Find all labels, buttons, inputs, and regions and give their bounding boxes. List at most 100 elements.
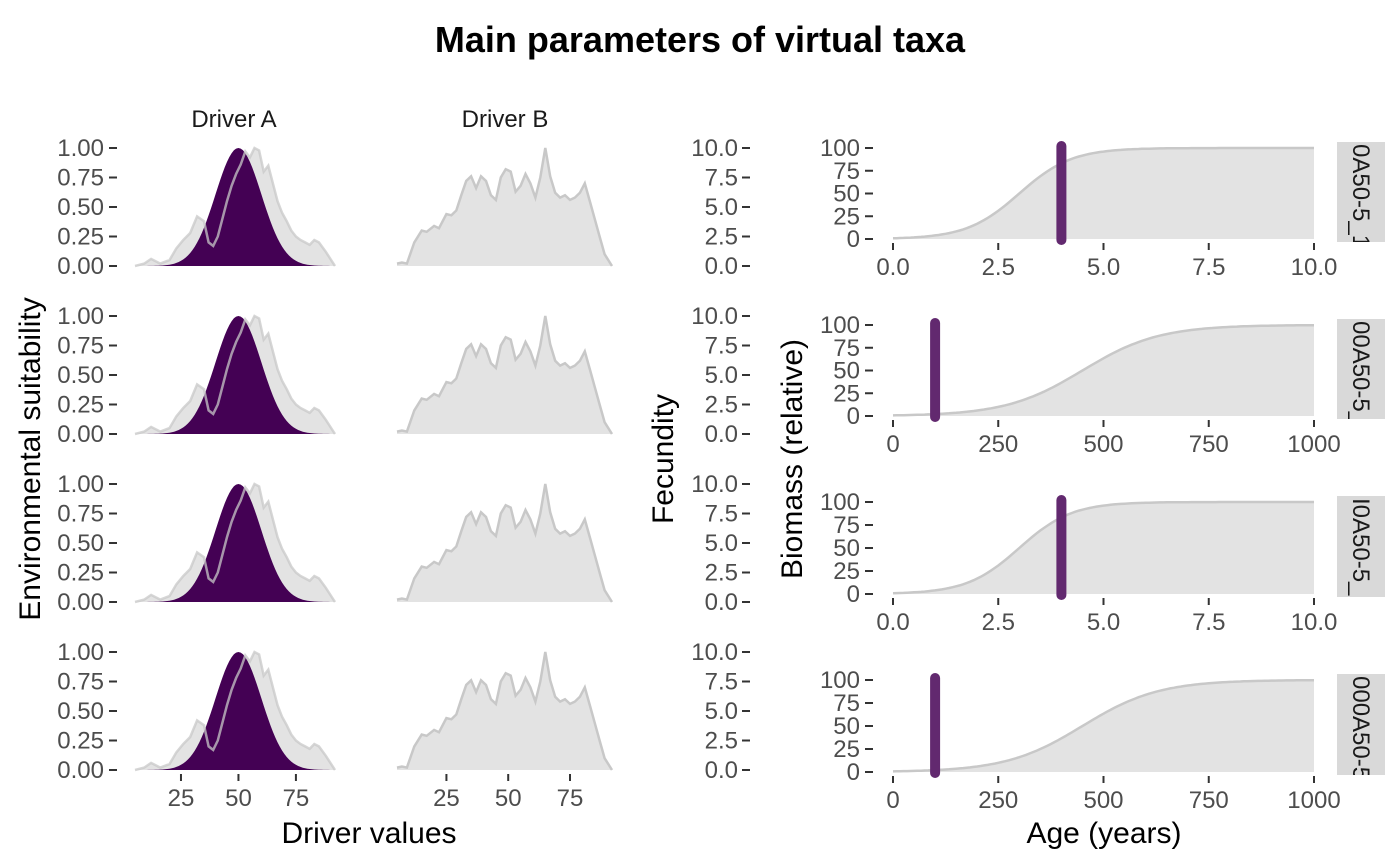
biomass-x-tick-label: 500 xyxy=(1083,431,1123,458)
biomass-x-tick-label: 750 xyxy=(1189,431,1229,458)
y-tick-label: 0.00 xyxy=(57,253,104,280)
row-3: 0.000.250.500.751.000.02.55.07.510.00255… xyxy=(57,471,1385,636)
driver-x-tick-label: 75 xyxy=(557,785,584,812)
biomass-curve xyxy=(892,146,1314,240)
biomass-y-tick-label: 75 xyxy=(833,335,860,362)
fecundity-tick-label: 2.5 xyxy=(705,392,738,419)
driver-b-density-area xyxy=(397,148,612,266)
driver-b-density-area xyxy=(397,484,612,602)
y-axis-label-biomass: Biomass (relative) xyxy=(776,339,809,579)
suitability-curve xyxy=(135,484,335,602)
y-tick-label: 0.50 xyxy=(57,194,104,221)
row-strip-background xyxy=(1337,674,1385,775)
chart-title: Main parameters of virtual taxa xyxy=(435,19,966,60)
fecundity-tick-label: 10.0 xyxy=(691,471,738,498)
fecundity-tick-label: 10.0 xyxy=(691,303,738,330)
row-4: 0.000.250.500.751.000.02.55.07.510.00255… xyxy=(57,639,1385,814)
y-tick-label: 0.00 xyxy=(57,757,104,784)
biomass-x-tick-label: 0 xyxy=(886,431,899,458)
fecundity-tick-label: 5.0 xyxy=(705,698,738,725)
y-tick-label: 1.00 xyxy=(57,639,104,666)
y-tick-label: 0.25 xyxy=(57,224,104,251)
biomass-x-tick-label: 2.5 xyxy=(982,254,1015,281)
biomass-x-tick-label: 7.5 xyxy=(1192,254,1225,281)
biomass-y-tick-label: 25 xyxy=(833,736,860,763)
row-strip-label: I0A50-5_ xyxy=(1347,498,1374,596)
fecundity-tick-label: 7.5 xyxy=(705,669,738,696)
driver-a-density-line xyxy=(134,146,337,268)
fecundity-tick-label: 0.0 xyxy=(705,421,738,448)
panels: 0.000.250.500.751.000.02.55.07.510.00255… xyxy=(57,135,1385,814)
biomass-x-tick-label: 0.0 xyxy=(876,609,909,636)
y-tick-label: 1.00 xyxy=(57,303,104,330)
suitability-curve xyxy=(135,148,335,266)
biomass-y-tick-label: 25 xyxy=(833,203,860,230)
driver-a-density-line xyxy=(134,314,337,436)
fecundity-tick-label: 7.5 xyxy=(705,333,738,360)
suitability-curve xyxy=(135,652,335,770)
driver-b-density-line xyxy=(396,315,614,435)
y-tick-label: 0.50 xyxy=(57,530,104,557)
y-tick-label: 0.00 xyxy=(57,421,104,448)
row-strip-label: 00A50-5_ xyxy=(1347,321,1374,426)
biomass-area xyxy=(893,502,1314,594)
biomass-y-tick-label: 50 xyxy=(833,181,860,208)
driver-b-density-area xyxy=(397,652,612,770)
biomass-x-tick-label: 7.5 xyxy=(1192,609,1225,636)
fecundity-tick-label: 2.5 xyxy=(705,224,738,251)
driver-x-tick-label: 75 xyxy=(283,785,310,812)
biomass-area xyxy=(893,325,1314,416)
y-tick-label: 0.25 xyxy=(57,728,104,755)
biomass-x-tick-label: 1000 xyxy=(1287,431,1340,458)
biomass-x-tick-label: 750 xyxy=(1189,787,1229,814)
biomass-x-tick-label: 2.5 xyxy=(982,609,1015,636)
y-tick-label: 0.75 xyxy=(57,165,104,192)
biomass-y-tick-label: 50 xyxy=(833,535,860,562)
row-1: 0.000.250.500.751.000.02.55.07.510.00255… xyxy=(57,135,1385,281)
biomass-y-tick-label: 25 xyxy=(833,558,860,585)
biomass-x-tick-label: 10.0 xyxy=(1291,609,1338,636)
driver-a-density-line xyxy=(134,650,337,772)
biomass-area xyxy=(893,148,1314,239)
biomass-y-tick-label: 25 xyxy=(833,380,860,407)
fecundity-tick-label: 5.0 xyxy=(705,530,738,557)
biomass-y-tick-label: 50 xyxy=(833,713,860,740)
y-axis-label-suitability: Environmental suitability xyxy=(14,297,47,620)
biomass-x-tick-label: 1000 xyxy=(1287,787,1340,814)
row-strip-background xyxy=(1337,496,1385,597)
y-tick-label: 1.00 xyxy=(57,471,104,498)
suitability-curve xyxy=(135,316,335,434)
driver-b-density-line xyxy=(396,147,614,267)
fecundity-tick-label: 0.0 xyxy=(705,589,738,616)
biomass-curve xyxy=(892,500,1314,595)
y-tick-label: 0.75 xyxy=(57,333,104,360)
y-axis-label-fecundity: Fecundity xyxy=(647,394,680,524)
biomass-y-tick-label: 100 xyxy=(820,135,860,162)
y-tick-label: 0.50 xyxy=(57,362,104,389)
biomass-x-tick-label: 250 xyxy=(978,431,1018,458)
biomass-y-tick-label: 0 xyxy=(847,581,860,608)
biomass-x-tick-label: 250 xyxy=(978,787,1018,814)
y-tick-label: 0.25 xyxy=(57,560,104,587)
driver-b-density-line xyxy=(396,651,614,771)
biomass-y-tick-label: 0 xyxy=(847,759,860,786)
driver-x-tick-label: 25 xyxy=(168,785,195,812)
fecundity-tick-label: 0.0 xyxy=(705,757,738,784)
biomass-x-tick-label: 10.0 xyxy=(1291,254,1338,281)
driver-x-tick-label: 50 xyxy=(495,785,522,812)
driver-b-density-line xyxy=(396,483,614,603)
driver-x-tick-label: 50 xyxy=(225,785,252,812)
fecundity-tick-label: 2.5 xyxy=(705,728,738,755)
biomass-x-tick-label: 5.0 xyxy=(1087,254,1120,281)
fecundity-tick-label: 2.5 xyxy=(705,560,738,587)
biomass-y-tick-label: 100 xyxy=(820,667,860,694)
row-strip-label: 0A50-5_1 xyxy=(1347,144,1374,248)
x-axis-label-driver-values: Driver values xyxy=(281,817,456,850)
biomass-x-tick-label: 5.0 xyxy=(1087,609,1120,636)
x-axis-label-age: Age (years) xyxy=(1026,817,1181,850)
y-tick-label: 0.75 xyxy=(57,501,104,528)
biomass-curve xyxy=(892,323,1314,417)
biomass-x-tick-label: 0.0 xyxy=(876,254,909,281)
y-tick-label: 0.75 xyxy=(57,669,104,696)
